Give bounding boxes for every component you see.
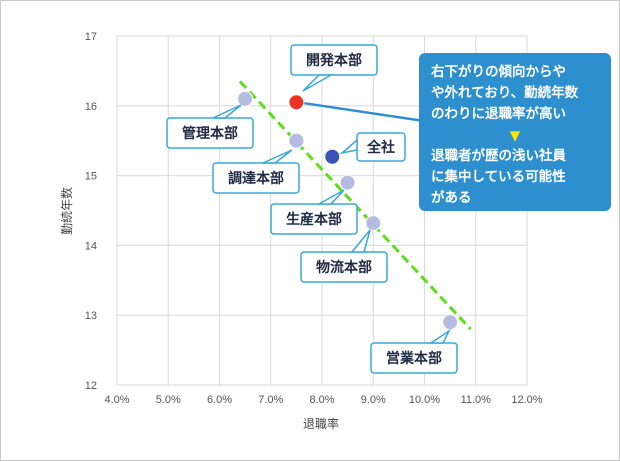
callout-pointer [350, 229, 371, 253]
annotation-leader [298, 101, 432, 124]
callout-pointer [212, 104, 242, 119]
annotation-line: 右下がりの傾向からや [431, 63, 566, 80]
x-tick-label: 5.0% [156, 394, 181, 406]
callout-box [212, 162, 300, 194]
annotation-line: のわりに退職率が高い [431, 105, 566, 122]
callout-label: 調達本部 [228, 170, 284, 187]
data-point [324, 148, 341, 165]
callout-box [166, 117, 254, 149]
data-point [288, 94, 305, 111]
annotation-leader-line [298, 101, 432, 124]
callout-box [300, 251, 388, 283]
point-callout: 全社 [339, 132, 406, 162]
y-axis-title: 勤続年数 [59, 187, 74, 235]
point-callout: 調達本部 [212, 149, 300, 194]
x-tick-label: 7.0% [258, 394, 283, 406]
x-tick-label: 8.0% [309, 394, 334, 406]
callout-box [290, 44, 378, 76]
data-point [442, 314, 459, 331]
data-point [339, 174, 356, 191]
down-arrow-icon: ▼ [510, 128, 521, 144]
callout-pointer [428, 328, 451, 344]
grid [116, 35, 528, 386]
tick-labels: 4.0% 5.0% 6.0% 7.0% 8.0% 9.0% 10.0% 11.0% 12.0% 1… [85, 31, 543, 406]
annotation-line: や外れており、勤続年数 [431, 84, 579, 101]
point-callout: 管理本部 [166, 104, 254, 149]
callout-label: 全社 [366, 139, 395, 156]
annotation-line: 退職者が歴の浅い社員 [431, 147, 566, 164]
point-callout: 生産本部 [270, 189, 358, 235]
callout-pointer [302, 74, 334, 92]
x-tick-label: 9.0% [361, 394, 386, 406]
x-tick-label: 12.0% [511, 394, 542, 406]
point-callout: 開発本部 [290, 44, 378, 92]
callout-label: 物流本部 [316, 259, 372, 276]
point-callout: 物流本部 [300, 229, 388, 283]
y-tick-label: 15 [85, 171, 97, 183]
callout-label: 管理本部 [182, 125, 238, 142]
data-point [237, 90, 254, 107]
y-tick-label: 13 [85, 310, 97, 322]
x-tick-label: 10.0% [409, 394, 440, 406]
data-point [365, 215, 382, 232]
x-tick-label: 6.0% [207, 394, 232, 406]
callout-box [270, 203, 358, 235]
data-point [288, 132, 305, 149]
callout-pointer [339, 138, 358, 155]
callout-label: 生産本部 [286, 211, 342, 228]
callout-label: 開発本部 [306, 52, 362, 69]
annotation-line: がある [431, 189, 472, 206]
annotation-box-bg [419, 53, 611, 211]
callout-pointer [316, 189, 345, 205]
callout-pointer [262, 149, 293, 164]
y-tick-label: 14 [85, 240, 97, 252]
y-tick-label: 12 [85, 380, 97, 392]
point-callout: 営業本部 [370, 328, 458, 374]
callout-label: 営業本部 [386, 350, 442, 367]
annotation-line: に集中している可能性 [431, 168, 566, 185]
callout-box [370, 342, 458, 374]
data-points [237, 90, 459, 331]
x-axis-title: 退職率 [303, 416, 339, 431]
y-tick-label: 17 [85, 31, 97, 43]
x-tick-label: 11.0% [461, 394, 492, 406]
y-tick-label: 16 [85, 101, 97, 113]
x-tick-label: 4.0% [104, 394, 129, 406]
